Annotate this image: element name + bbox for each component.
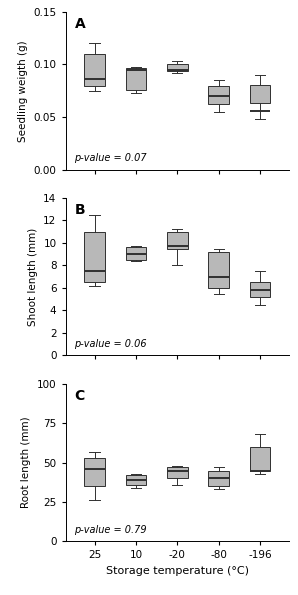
Y-axis label: Shoot length (mm): Shoot length (mm) bbox=[28, 227, 38, 326]
PathPatch shape bbox=[250, 282, 271, 297]
X-axis label: Storage temperature (°C): Storage temperature (°C) bbox=[106, 566, 249, 576]
PathPatch shape bbox=[250, 86, 271, 104]
PathPatch shape bbox=[167, 468, 188, 478]
PathPatch shape bbox=[125, 475, 146, 485]
PathPatch shape bbox=[208, 471, 229, 486]
PathPatch shape bbox=[167, 231, 188, 249]
PathPatch shape bbox=[125, 248, 146, 260]
PathPatch shape bbox=[84, 458, 105, 486]
Text: p-value = 0.06: p-value = 0.06 bbox=[74, 339, 147, 349]
Text: B: B bbox=[74, 203, 85, 217]
Text: p-value = 0.79: p-value = 0.79 bbox=[74, 525, 147, 535]
PathPatch shape bbox=[208, 252, 229, 288]
PathPatch shape bbox=[250, 447, 271, 471]
PathPatch shape bbox=[125, 68, 146, 90]
Text: C: C bbox=[74, 389, 85, 403]
Text: A: A bbox=[74, 17, 85, 30]
PathPatch shape bbox=[84, 231, 105, 282]
PathPatch shape bbox=[208, 86, 229, 104]
PathPatch shape bbox=[167, 64, 188, 71]
Text: p-value = 0.07: p-value = 0.07 bbox=[74, 153, 147, 163]
Y-axis label: Root length (mm): Root length (mm) bbox=[21, 417, 31, 509]
Y-axis label: Seedling weigth (g): Seedling weigth (g) bbox=[18, 40, 28, 142]
PathPatch shape bbox=[84, 54, 105, 86]
